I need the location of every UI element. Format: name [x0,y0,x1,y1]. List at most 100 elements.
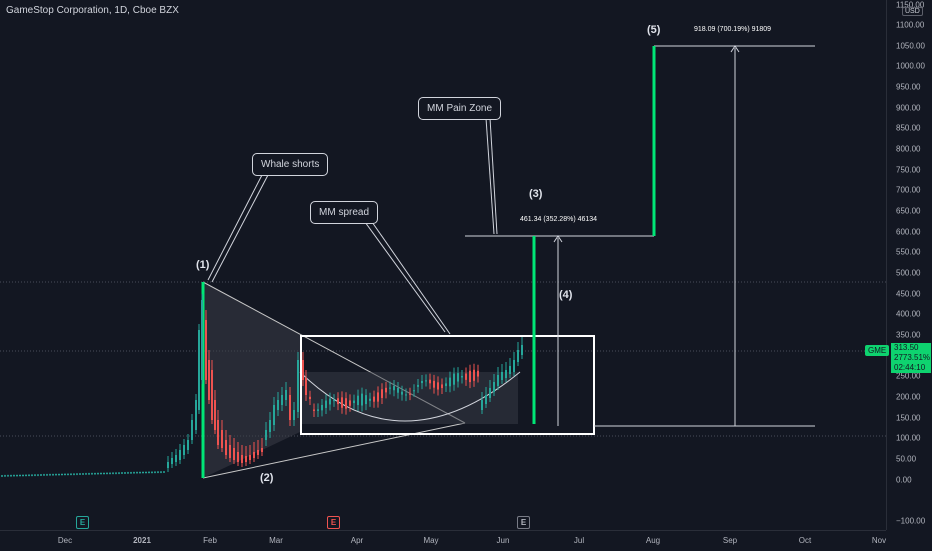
candle-body [64,473,66,475]
candle-body [297,360,299,412]
measure-label-5[interactable]: 918.09 (700.19%) 91809 [694,26,772,33]
candle-body [337,398,339,405]
candle-body [25,474,27,476]
candle-body [167,462,169,468]
candle-body [91,473,93,475]
candle-body [457,373,459,382]
label-5[interactable]: (5) [647,24,661,36]
candle-body [76,473,78,475]
spread-pointer [371,221,451,335]
price-tick: 100.00 [896,433,921,443]
candle-body [171,458,173,464]
candle-body [461,375,463,378]
candle-body [16,475,18,477]
price-tick: 200.00 [896,392,921,402]
candle-body [473,369,475,381]
candle-body [249,455,251,460]
candle-body [309,396,311,400]
candle-body [341,397,343,408]
candle-body [208,360,210,400]
candle-body [257,450,259,455]
candle-body [469,370,471,383]
earnings-marker[interactable]: E [76,516,89,529]
whale-pointer [211,174,269,283]
label-4[interactable]: (4) [559,289,573,301]
candle-body [313,409,315,411]
candle-body [187,440,189,450]
price-tick: 1050.00 [896,41,925,51]
last-price-countdown: 02:44:10 [891,363,931,373]
candle-body [10,475,12,477]
price-tick: 450.00 [896,289,921,299]
candle-body [373,396,375,402]
candle-body [19,475,21,477]
price-tick: 150.00 [896,413,921,423]
candle-body [55,474,57,476]
time-scale[interactable] [0,530,886,551]
price-tick: 750.00 [896,165,921,175]
candle-body [261,448,263,452]
last-price-value: 313.50 [891,343,931,353]
time-tick: Aug [645,536,661,545]
candle-body [397,387,399,393]
candle-body [151,471,153,473]
symbol-title[interactable]: GameStop Corporation, 1D, Cboe BZX [6,5,179,16]
candle-body [505,370,507,378]
candle-body [157,471,159,473]
candle-body [485,395,487,404]
candle-body [148,471,150,473]
candle-body [7,475,9,477]
candle-body [493,382,495,392]
candle-body [437,382,439,390]
candle-body [389,387,391,389]
time-tick: Nov [871,536,887,545]
price-tick: 850.00 [896,123,921,133]
candle-body [201,300,203,380]
candle-body [34,474,36,476]
candle-body [429,379,431,384]
candle-body [198,330,200,410]
label-3[interactable]: (3) [529,188,543,200]
label-1[interactable]: (1) [196,259,210,271]
candle-body [130,472,132,474]
currency-badge[interactable]: USD [902,7,923,16]
price-tick: 0.00 [896,475,912,485]
price-tick: 700.00 [896,185,921,195]
callout-mm-pain-zone[interactable]: MM Pain Zone [418,97,502,120]
price-tick: 1000.00 [896,61,925,71]
pain-pointer [489,117,498,235]
candle-body [477,370,479,377]
candle-body [302,360,304,380]
candle-body [349,400,351,406]
label-2[interactable]: (2) [260,472,274,484]
price-scale[interactable] [886,0,932,530]
candle-body [79,473,81,475]
candle-body [453,373,455,385]
candle-body [413,390,415,392]
earnings-marker[interactable]: E [517,516,530,529]
candle-body [285,390,287,400]
candle-body [333,400,335,402]
candle-body [214,400,216,430]
candle-body [325,400,327,408]
callout-mm-spread[interactable]: MM spread [310,201,379,224]
candle-body [61,473,63,475]
time-tick: Mar [269,536,283,545]
candle-body [40,474,42,476]
candle-body [497,375,499,386]
mm-spread-box [300,335,595,435]
candle-body [1,475,3,477]
earnings-marker[interactable]: E [327,516,340,529]
candle-body [205,320,207,380]
price-tick: 400.00 [896,309,921,319]
candle-body [417,384,419,387]
candle-body [369,398,371,401]
candle-body [353,400,355,404]
measure-label-3[interactable]: 461.34 (352.28%) 46134 [520,216,598,223]
candle-body [365,395,367,405]
candle-body [289,395,291,420]
candle-body [293,410,295,420]
time-tick: 2021 [133,536,151,545]
callout-whale-shorts[interactable]: Whale shorts [252,153,329,176]
